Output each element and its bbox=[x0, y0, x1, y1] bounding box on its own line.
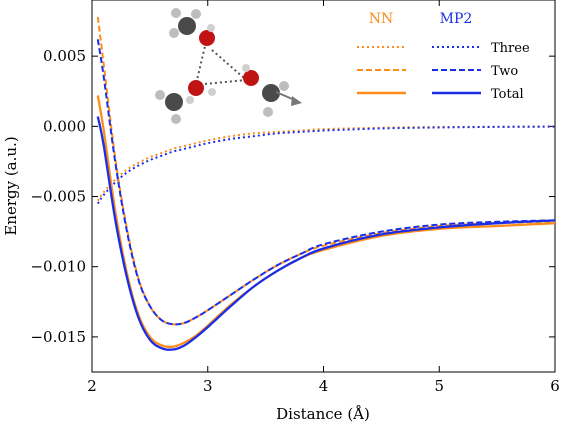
legend-head-mp2: MP2 bbox=[440, 11, 473, 27]
x-tick-label: 5 bbox=[434, 377, 444, 395]
series-layer bbox=[96, 16, 555, 351]
series-line-mp2-two bbox=[96, 39, 555, 326]
legend-label-total: Total bbox=[491, 87, 524, 102]
x-tick-label: 6 bbox=[550, 377, 560, 395]
x-axis-ticks: 2 3 4 5 6 bbox=[87, 0, 560, 395]
x-tick-label: 3 bbox=[203, 377, 213, 395]
series-line-nn-two bbox=[96, 16, 555, 326]
legend-head-nn: NN bbox=[369, 11, 394, 27]
x-axis-label: Distance (Å) bbox=[276, 405, 370, 423]
y-tick-label: −0.005 bbox=[30, 188, 86, 206]
molecule-illustration bbox=[155, 8, 302, 124]
y-axis-label: Energy (a.u.) bbox=[2, 136, 20, 235]
legend-label-three: Three bbox=[491, 41, 530, 56]
legend: NN MP2 Three Two Total bbox=[357, 11, 530, 102]
plot-frame bbox=[91, 0, 556, 373]
series-line-mp2-three bbox=[96, 125, 555, 205]
legend-label-two: Two bbox=[491, 64, 518, 79]
series-line-mp2-total bbox=[96, 116, 555, 351]
y-axis-ticks: 0.005 0.000 −0.005 −0.010 −0.015 bbox=[30, 47, 555, 346]
y-tick-label: 0.000 bbox=[43, 117, 86, 135]
x-tick-label: 4 bbox=[319, 377, 329, 395]
y-tick-label: 0.005 bbox=[43, 47, 86, 65]
y-tick-label: −0.010 bbox=[30, 258, 86, 276]
y-tick-label: −0.015 bbox=[30, 328, 86, 346]
x-tick-label: 2 bbox=[87, 377, 97, 395]
series-line-nn-three bbox=[96, 125, 555, 202]
